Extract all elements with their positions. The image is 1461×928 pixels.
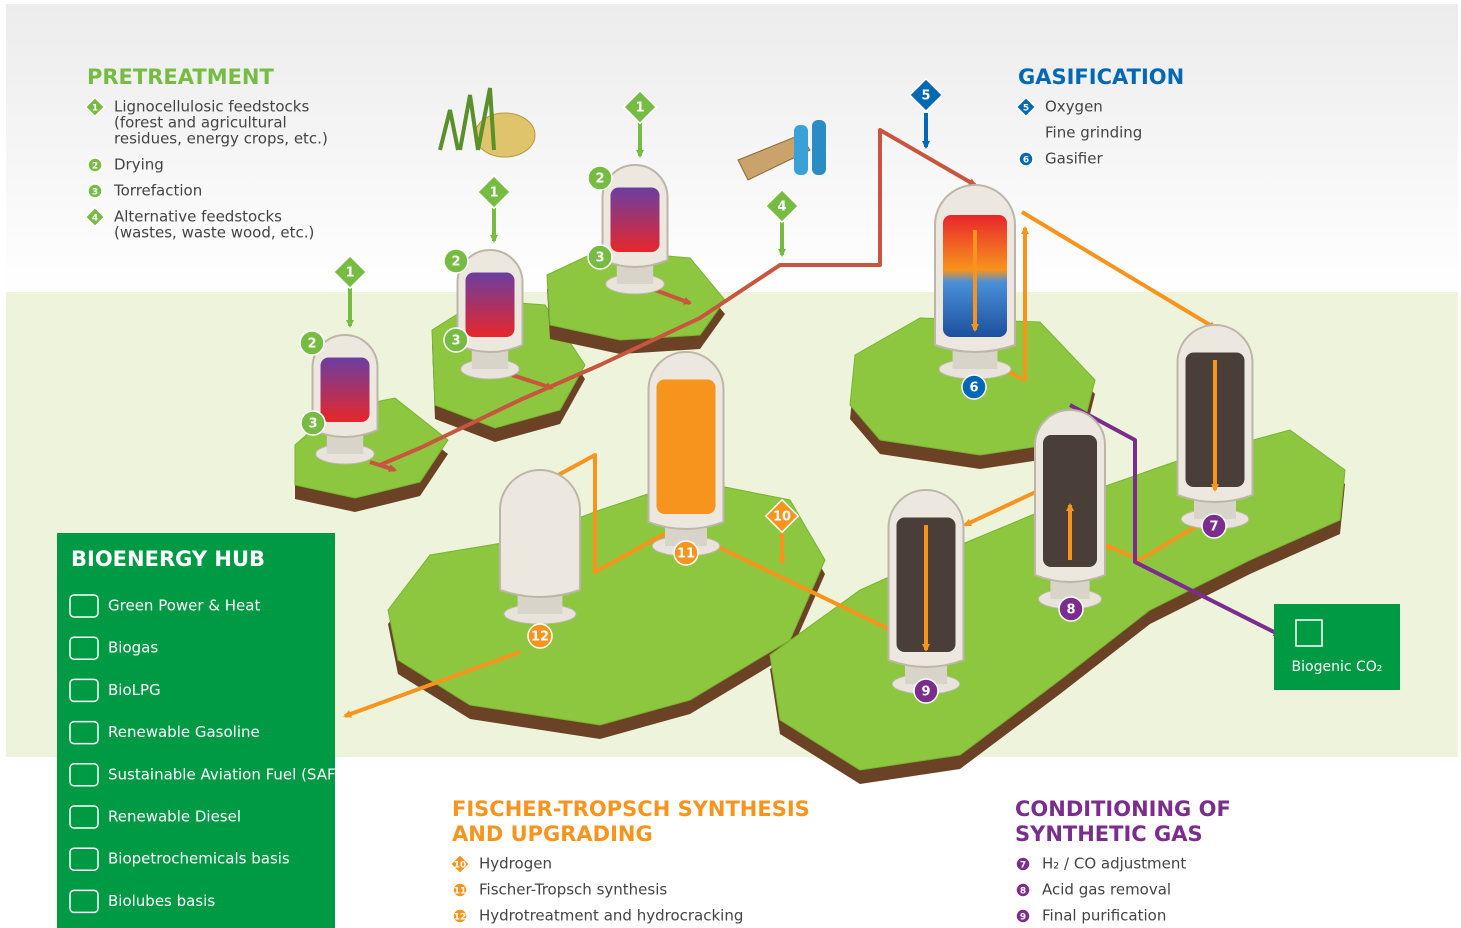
badge-number: 10 <box>454 861 467 871</box>
vessel-body <box>500 470 580 597</box>
badge-number: 9 <box>921 685 930 700</box>
gas-bottle <box>812 120 826 175</box>
badge-number: 3 <box>595 251 604 266</box>
badge-number: 7 <box>1209 520 1218 535</box>
badge-number: 1 <box>489 186 498 201</box>
hub-title: BIOENERGY HUB <box>71 547 265 571</box>
badge-number: 2 <box>451 255 460 270</box>
top-band <box>6 4 1458 294</box>
badge-number: 10 <box>773 510 791 525</box>
badge-number: 9 <box>1020 913 1026 923</box>
badge-number: 12 <box>454 913 467 923</box>
badge-number: 2 <box>92 162 98 172</box>
process-diagram: 123123123456789101112PRETREATMENT1Lignoc… <box>0 0 1461 928</box>
co2-box <box>1274 604 1400 690</box>
legend-text: Fine grinding <box>1045 124 1142 142</box>
hub-item: Renewable Gasoline <box>108 723 260 741</box>
legend-text: Oxygen <box>1045 98 1103 116</box>
badge-number: 6 <box>969 381 978 396</box>
badge-number: 3 <box>308 417 317 432</box>
section-title: FISCHER-TROPSCH SYNTHESIS <box>452 797 810 821</box>
badge-number: 12 <box>531 630 549 645</box>
legend-text: Hydrogen <box>479 855 552 873</box>
hub-item: Renewable Diesel <box>108 808 241 826</box>
badge-number: 4 <box>92 214 98 224</box>
badge-number: 7 <box>1020 861 1026 871</box>
section-title: CONDITIONING OF <box>1015 797 1231 821</box>
hub-item: BioLPG <box>108 681 161 699</box>
legend-text: (wastes, waste wood, etc.) <box>114 224 314 242</box>
hub-item: Green Power & Heat <box>108 597 260 615</box>
legend-text: Torrefaction <box>113 182 202 200</box>
badge-number: 5 <box>1023 104 1029 114</box>
badge-number: 11 <box>454 887 467 897</box>
legend-text: Drying <box>114 156 164 174</box>
vessel-interior <box>466 273 515 338</box>
badge-number: 3 <box>92 188 98 198</box>
badge-number: 6 <box>1023 156 1029 166</box>
hub-item: Biolubes basis <box>108 892 215 910</box>
legend-text: Fischer-Tropsch synthesis <box>479 881 667 899</box>
legend-text: Acid gas removal <box>1042 881 1171 899</box>
badge-number: 8 <box>1066 603 1075 618</box>
vessel-interior <box>657 380 716 515</box>
section-title: PRETREATMENT <box>87 65 275 89</box>
vessel-interior <box>611 188 660 253</box>
badge-number: 2 <box>307 337 316 352</box>
badge-number: 8 <box>1020 887 1026 897</box>
legend-text: Gasifier <box>1045 150 1103 168</box>
section-title: SYNTHETIC GAS <box>1015 822 1203 846</box>
badge-number: 3 <box>451 334 460 349</box>
hub-item: Biogas <box>108 639 158 657</box>
hub-item: Biopetrochemicals basis <box>108 850 290 868</box>
gas-bottle <box>794 125 808 175</box>
badge-number: 11 <box>677 547 695 562</box>
badge-number: 2 <box>595 172 604 187</box>
legend-text: residues, energy crops, etc.) <box>114 130 328 148</box>
legend-text: H₂ / CO adjustment <box>1042 855 1186 873</box>
badge-number: 1 <box>92 104 98 114</box>
vessel-interior <box>321 358 370 423</box>
legend-text: Hydrotreatment and hydrocracking <box>479 907 743 925</box>
legend-text: Final purification <box>1042 907 1166 925</box>
section-title: AND UPGRADING <box>452 822 653 846</box>
hub-item: Sustainable Aviation Fuel (SAF) <box>108 765 341 783</box>
section-title: GASIFICATION <box>1018 65 1184 89</box>
badge-number: 4 <box>777 200 786 215</box>
badge-number: 1 <box>345 266 354 281</box>
co2-label: Biogenic CO₂ <box>1292 659 1383 675</box>
badge-number: 5 <box>921 89 930 104</box>
badge-number: 1 <box>635 101 644 116</box>
